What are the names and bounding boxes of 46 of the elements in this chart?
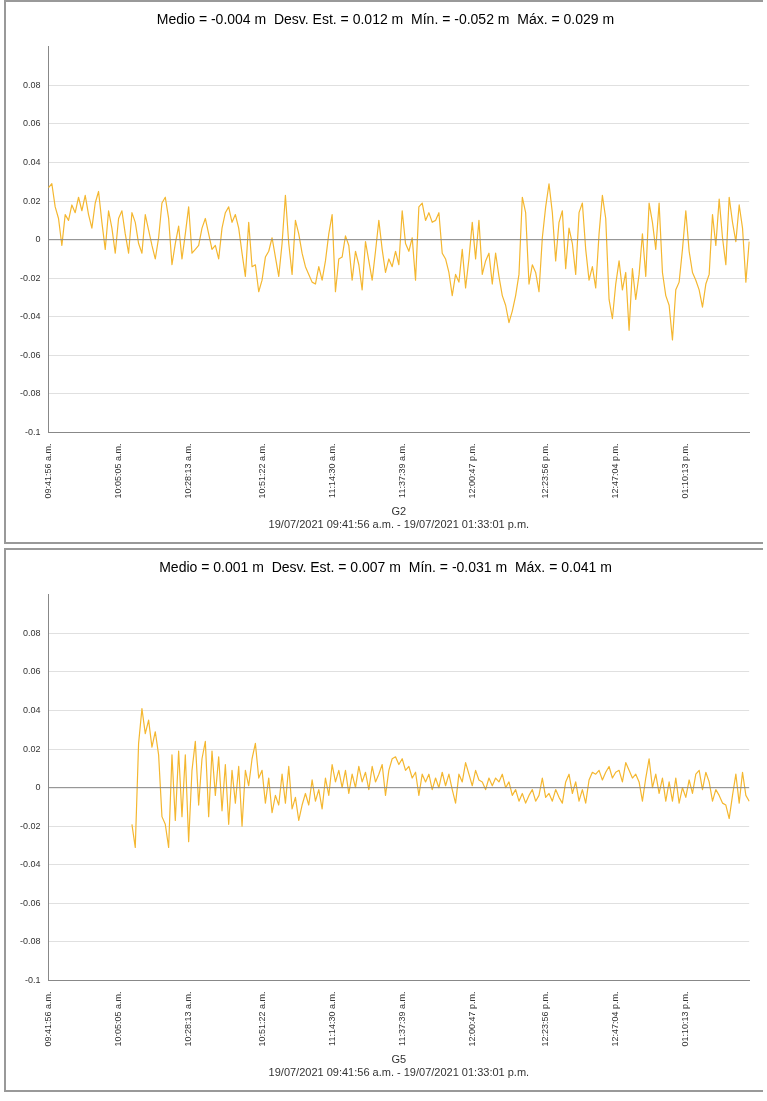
x-tick-label: 01:10:13 p.m. — [680, 443, 691, 499]
text: 19/07/2021 09:41:56 a.m. - 19/07/2021 01:33:01 p.m. — [268, 1066, 530, 1079]
x-tick-label: 12:47:04 p.m. — [610, 443, 621, 499]
y-tick-label: -0.1 — [25, 975, 41, 986]
y-tick-label: 0 — [35, 782, 41, 793]
y-tick-label: -0.06 — [20, 349, 41, 360]
y-tick-label: 0.08 — [22, 79, 41, 90]
x-tick-label: 12:00:47 p.m. — [466, 443, 477, 499]
x-tick-label: 09:41:56 a.m. — [43, 443, 53, 499]
y-tick-label: 0.04 — [22, 705, 41, 716]
x-tick-label: 12:47:04 p.m. — [610, 991, 621, 1047]
y-tick-label: -0.02 — [20, 820, 41, 831]
x-tick-label: 10:51:22 a.m. — [256, 991, 267, 1047]
y-tick-label: -0.04 — [20, 859, 41, 870]
y-tick-label: 0.04 — [22, 157, 41, 168]
x-tick-label: 11:37:39 a.m. — [396, 443, 407, 498]
x-tick-label: 11:14:30 a.m. — [326, 443, 337, 498]
x-tick-label: 11:37:39 a.m. — [396, 991, 407, 1046]
x-tick-label: 10:05:05 a.m. — [113, 443, 124, 499]
x-axis-title: G5 — [391, 1053, 407, 1066]
chart-title: Medio = -0.004 m Desv. Est. = 0.012 m Mín. = -0.052 m Máx. = 0.029 m — [156, 11, 615, 28]
x-tick-label: 11:14:30 a.m. — [326, 991, 337, 1046]
y-tick-label: -0.08 — [20, 388, 41, 399]
x-axis-title: G2 — [391, 505, 407, 518]
x-tick-label: 10:05:05 a.m. — [113, 991, 124, 1047]
y-tick-label: 0.08 — [22, 627, 41, 638]
text: 19/07/2021 09:41:56 a.m. - 19/07/2021 01:33:01 p.m. — [268, 518, 530, 531]
y-tick-label: 0.06 — [22, 118, 41, 129]
x-tick-label: 01:10:13 p.m. — [680, 991, 691, 1047]
x-tick-label: 12:23:56 p.m. — [540, 991, 551, 1047]
y-tick-label: 0 — [35, 234, 41, 245]
y-tick-label: -0.1 — [25, 427, 41, 438]
x-tick-label: 12:00:47 p.m. — [466, 991, 477, 1047]
y-tick-label: 0.02 — [22, 743, 41, 754]
y-tick-label: 0.06 — [22, 666, 41, 677]
y-tick-label: 0.02 — [22, 195, 41, 206]
y-tick-label: -0.06 — [20, 897, 41, 908]
x-tick-label: 09:41:56 a.m. — [43, 991, 53, 1047]
x-tick-label: 10:28:13 a.m. — [183, 443, 194, 499]
chart-title: Medio = 0.001 m Desv. Est. = 0.007 m Mín. = -0.031 m Máx. = 0.041 m — [159, 559, 612, 576]
y-tick-label: -0.02 — [20, 272, 41, 283]
x-tick-label: 10:28:13 a.m. — [183, 991, 194, 1047]
y-tick-label: -0.08 — [20, 936, 41, 947]
x-tick-label: 12:23:56 p.m. — [540, 443, 551, 499]
y-tick-label: -0.04 — [20, 311, 41, 322]
x-tick-label: 10:51:22 a.m. — [256, 443, 267, 499]
